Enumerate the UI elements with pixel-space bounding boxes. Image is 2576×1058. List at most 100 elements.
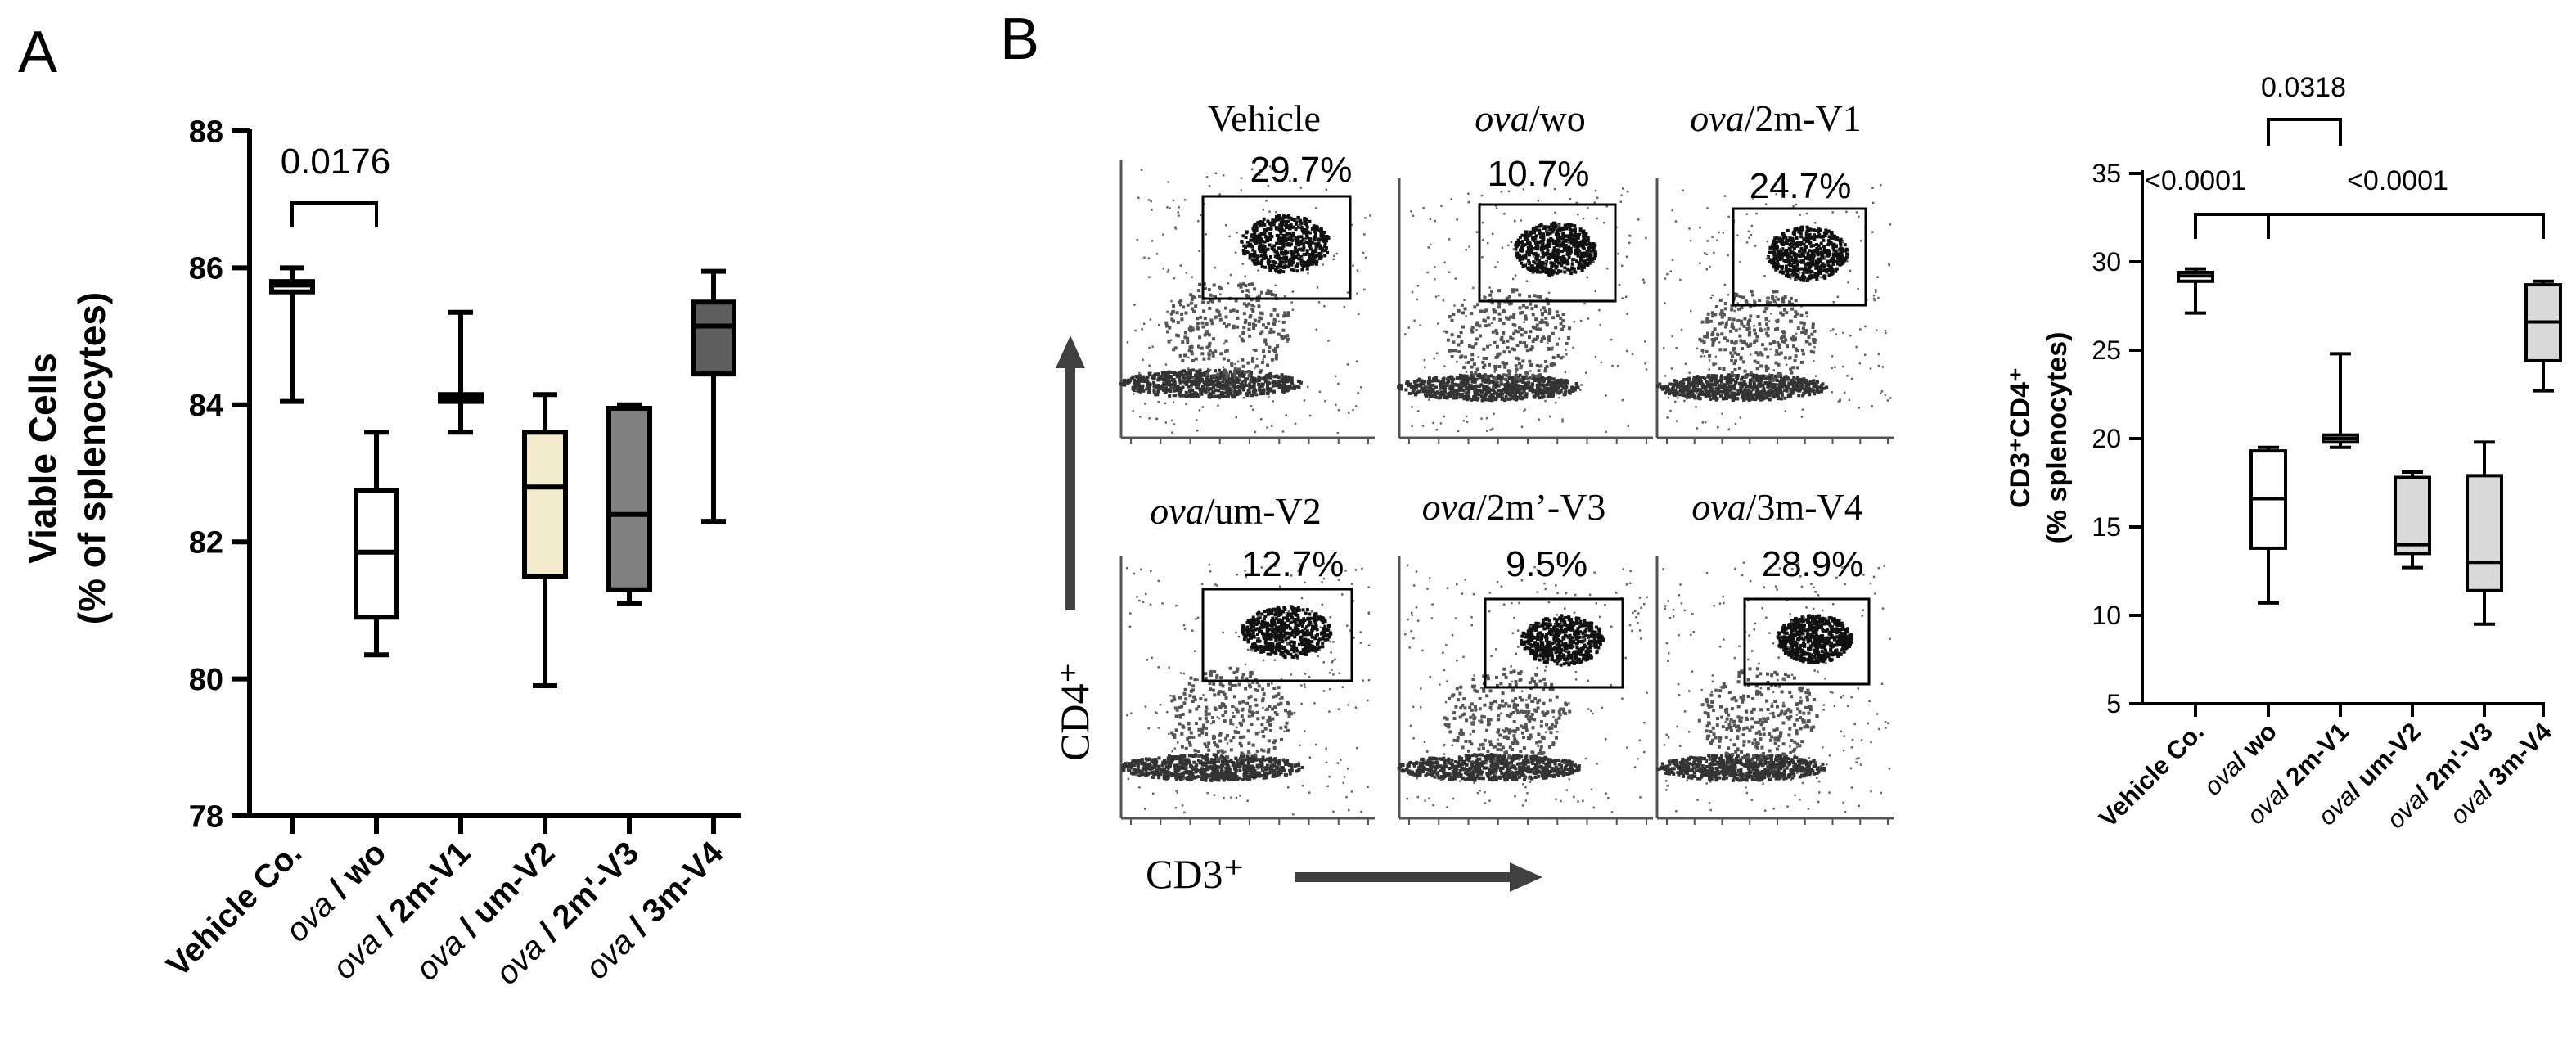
facs-gate [1743, 597, 1871, 686]
facs-gate [1201, 195, 1352, 300]
y-tick-label: 30 [2092, 247, 2121, 277]
p-value-label: 0.0176 [281, 142, 391, 182]
facs-dot-cloud [1445, 288, 1572, 384]
facs-dot-cloud [1520, 614, 1605, 667]
facs-dot-cloud [1776, 614, 1853, 664]
facs-dot-cloud [1698, 290, 1817, 382]
facs-sparse-dots [1126, 562, 1371, 816]
chart-a-comparisons: 0.0176 [281, 142, 391, 227]
y-tick-label: 10 [2092, 601, 2121, 630]
facs-dot-cloud [1514, 221, 1598, 278]
facs-percent: 24.7% [1750, 166, 1852, 206]
p-value-label: <0.0001 [2347, 165, 2448, 196]
facs-dot-cloud [1397, 753, 1581, 782]
y-tick-label: 20 [2092, 424, 2121, 453]
facs-percent: 9.5% [1506, 544, 1587, 584]
box-0 [2177, 267, 2214, 315]
y-tick-label: 25 [2092, 335, 2121, 365]
facs-gate [1484, 597, 1624, 689]
box-4 [2466, 440, 2503, 626]
facs-dot-cloud [1240, 214, 1331, 274]
box-iqr [2394, 475, 2431, 556]
cd3-arrow-head [1510, 862, 1542, 892]
facs-plot-2: ova/2m-V1 24.7% [1655, 97, 1894, 444]
facs-dot-cloud [1443, 667, 1572, 763]
cd4-arrow-head [1056, 335, 1085, 368]
facs-sparse-dots [1662, 561, 1891, 813]
box-4 [606, 402, 652, 606]
facs-dot-cloud [1164, 281, 1290, 380]
facs-dot-cloud [1241, 605, 1333, 660]
chart-a-y-ticks: 78 80 82 84 86 88 [189, 115, 250, 834]
y-tick-label: 86 [189, 252, 223, 286]
facs-sparse-dots [1126, 165, 1371, 434]
box-iqr [606, 405, 652, 592]
box-5 [691, 268, 736, 524]
box-iqr [2466, 474, 2503, 592]
box-3 [522, 392, 568, 688]
cd4-axis-label: CD4⁺ [1052, 662, 1097, 761]
panel-label-a: A [18, 20, 57, 85]
facs-panels: Vehicle29.7%ova/wo10.7%ova/2m-V124.7%ova… [1119, 97, 1894, 825]
box-2 [438, 309, 484, 435]
box-0 [269, 265, 315, 404]
p-value-label: <0.0001 [2145, 165, 2246, 196]
p-value-label: 0.0318 [2261, 72, 2346, 103]
comparison-bracket: 0.0176 [281, 142, 391, 227]
facs-percent: 12.7% [1242, 544, 1344, 584]
y-tick-label: 88 [189, 115, 223, 149]
y-tick-label: 15 [2092, 512, 2121, 542]
facs-dot-cloud [1697, 667, 1819, 763]
facs-title: ova/wo [1475, 97, 1585, 139]
facs-dot-cloud [1397, 372, 1580, 403]
chart-a-y-label-line2: (% of splenocytes) [70, 292, 113, 624]
y-tick-label: 78 [189, 799, 223, 834]
facs-dot-cloud [1121, 753, 1304, 782]
facs-title: ova/um-V2 [1150, 490, 1322, 532]
facs-title: ova/2m-V1 [1690, 97, 1862, 139]
box-3 [2394, 470, 2431, 570]
facs-plot-1: ova/wo 10.7% [1397, 97, 1653, 444]
chart-a-boxes [269, 265, 736, 688]
facs-dot-cloud [1119, 368, 1303, 399]
box-iqr [691, 299, 736, 377]
y-tick-label: 82 [189, 526, 223, 561]
facs-percent: 10.7% [1488, 154, 1590, 194]
y-tick-label: 35 [2092, 159, 2121, 188]
facs-plot-4: ova/2m’-V3 9.5% [1397, 486, 1653, 825]
facs-title: ova/2m’-V3 [1422, 486, 1606, 528]
chart-b-y-label-line2: (% splenocytes) [2042, 332, 2073, 544]
facs-gate [1201, 588, 1353, 682]
comparison-bracket: 0.0318 [2261, 72, 2346, 146]
facs-sparse-dots [1662, 183, 1892, 431]
comparison-bracket: <0.0001 [2267, 165, 2545, 239]
chart-b-comparisons: <0.0001 0.0318 <0.0001 [2145, 72, 2545, 239]
y-tick-label: 84 [189, 389, 223, 423]
panel-label-b: B [1000, 7, 1039, 72]
facs-plot-3: ova/um-V2 12.7% [1119, 490, 1375, 825]
facs-dot-cloud [1655, 373, 1829, 403]
box-2 [2322, 352, 2359, 449]
facs-percent: 29.7% [1250, 150, 1353, 190]
y-tick-label: 80 [189, 663, 223, 697]
y-tick-label: 5 [2106, 689, 2121, 718]
box-iqr [522, 430, 568, 579]
facs-dot-cloud [1170, 666, 1294, 763]
facs-title: Vehicle [1208, 97, 1321, 139]
box-1 [2249, 445, 2287, 605]
chart-a-y-label-line1: Viable Cells [21, 353, 64, 563]
facs-gate [1732, 207, 1867, 307]
facs-sparse-dots [1404, 563, 1648, 813]
facs-title: ova/3m-V4 [1691, 486, 1863, 528]
chart-b-y-label-line1: CD3⁺CD4⁺ [2005, 367, 2036, 508]
facs-percent: 28.9% [1762, 544, 1864, 584]
chart-b-y-ticks: 5 10 15 20 25 30 35 [2092, 159, 2142, 718]
facs-plot-0: Vehicle 29.7% [1119, 97, 1375, 444]
box-1 [354, 430, 399, 658]
x-category-label: Vehicle Co. [160, 835, 308, 984]
